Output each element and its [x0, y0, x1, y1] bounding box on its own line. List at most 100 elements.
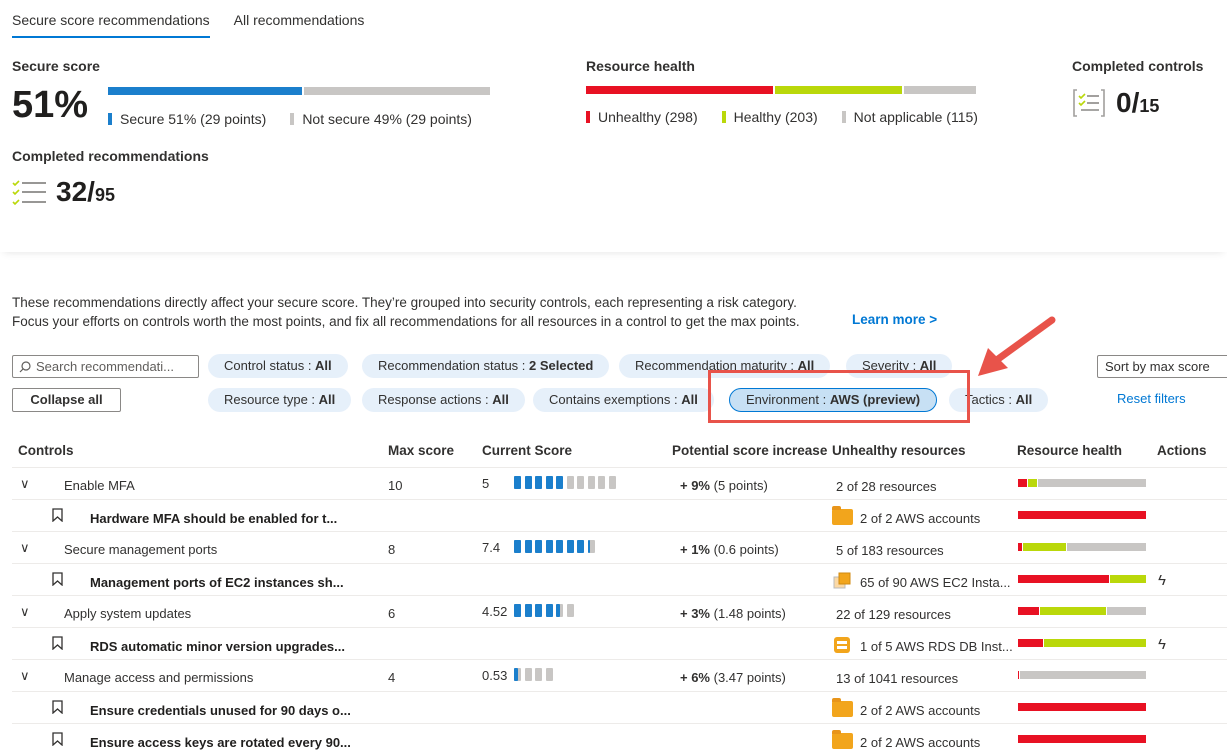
score-segment-fill — [524, 604, 532, 617]
header-divider — [12, 467, 1227, 468]
score-segment-fill — [535, 476, 542, 489]
score-segment-fill — [556, 604, 560, 617]
control-name[interactable]: Apply system updates — [64, 606, 192, 621]
legend-secure: Secure 51% (29 points) — [108, 111, 266, 127]
filter-pill-severity[interactable]: Severity : All — [846, 354, 953, 378]
sort-dropdown[interactable]: Sort by max score — [1097, 355, 1227, 378]
recommendation-name[interactable]: RDS automatic minor version upgrades... — [90, 639, 345, 654]
learn-more-link[interactable]: Learn more > — [852, 312, 938, 327]
completed-controls-value: 0/15 — [1116, 87, 1159, 119]
score-segment-fill — [535, 540, 542, 553]
bookmark-icon — [52, 732, 63, 749]
collapse-all-button[interactable]: Collapse all — [12, 388, 121, 412]
tab-all-recommendations[interactable]: All recommendations — [233, 12, 365, 28]
resource-health-bar — [1018, 735, 1147, 743]
filter-pill-label: Response actions : — [378, 392, 493, 407]
checklist-icon — [1072, 88, 1106, 121]
folder-icon — [832, 730, 853, 749]
score-segment — [514, 668, 521, 681]
col-resource-health[interactable]: Resource health — [1017, 443, 1123, 458]
score-segment — [577, 540, 584, 553]
score-segment-fill — [524, 540, 532, 553]
col-current-score[interactable]: Current Score — [482, 443, 573, 458]
legend-secure-label: Secure 51% (29 points) — [120, 111, 267, 127]
recommendation-name[interactable]: Ensure access keys are rotated every 90.… — [90, 735, 351, 750]
bookmark-icon — [52, 700, 63, 717]
col-max-score[interactable]: Max score — [388, 443, 455, 458]
row-divider — [12, 563, 1227, 564]
not-secure-segment — [303, 87, 490, 95]
resource-health-bar — [1018, 703, 1147, 711]
filter-pill-recommendation-status[interactable]: Recommendation status : 2 Selected — [362, 354, 610, 378]
score-segment — [556, 604, 563, 617]
col-unhealthy-resources[interactable]: Unhealthy resources — [832, 443, 966, 458]
max-score: 6 — [388, 606, 396, 621]
control-name[interactable]: Enable MFA — [64, 478, 135, 493]
filter-pill-label: Recommendation status : — [378, 358, 530, 373]
resource-health-bar — [1018, 607, 1147, 615]
score-segment — [577, 476, 584, 489]
health-segment — [1018, 735, 1146, 743]
health-segment — [1018, 575, 1110, 583]
control-name[interactable]: Secure management ports — [64, 542, 218, 557]
legend-healthy-label: Healthy (203) — [733, 109, 818, 125]
score-segment — [545, 604, 553, 617]
score-segment-fill — [514, 540, 521, 553]
filter-pill-response-actions[interactable]: Response actions : All — [362, 388, 525, 412]
resource-health-bar — [1018, 575, 1147, 583]
potential-points: (1.48 points) — [710, 606, 786, 621]
folder-icon — [832, 698, 853, 717]
score-segment-fill — [556, 476, 563, 489]
legend-unhealthy-label: Unhealthy (298) — [598, 109, 698, 125]
col-potential-increase[interactable]: Potential score increase — [672, 443, 828, 458]
score-segment — [556, 540, 563, 553]
expand-chevron-icon[interactable]: ∨ — [20, 540, 30, 555]
health-segment — [1066, 543, 1146, 551]
quick-fix-icon[interactable]: ϟ — [1158, 572, 1166, 589]
score-segment — [587, 540, 595, 553]
potential-percent: + 1% — [680, 542, 710, 557]
row-divider — [12, 691, 1227, 692]
filter-pill-recommendation-maturity[interactable]: Recommendation maturity : All — [619, 354, 831, 378]
search-input[interactable]: Search recommendati... — [12, 355, 199, 378]
tab-secure-score-recommendations[interactable]: Secure score recommendations — [12, 0, 210, 38]
filter-pill-resource-type[interactable]: Resource type : All — [208, 388, 352, 412]
score-segment-fill — [514, 604, 521, 617]
health-segment — [1018, 703, 1146, 711]
recommendation-name[interactable]: Ensure credentials unused for 90 days o.… — [90, 703, 351, 718]
health-segment — [1027, 479, 1037, 487]
control-name[interactable]: Manage access and permissions — [64, 670, 254, 685]
healthy-segment — [774, 86, 902, 94]
potential-increase: + 3% (1.48 points) — [680, 606, 786, 621]
na-segment — [903, 86, 976, 94]
recommendation-name[interactable]: Hardware MFA should be enabled for t... — [90, 511, 338, 526]
expand-chevron-icon[interactable]: ∨ — [20, 476, 30, 491]
score-segment — [514, 476, 521, 489]
potential-increase: + 1% (0.6 points) — [680, 542, 779, 557]
reset-filters-link[interactable]: Reset filters — [1117, 391, 1186, 406]
filter-pill-environment[interactable]: Environment : AWS (preview) — [729, 388, 938, 412]
expand-chevron-icon[interactable]: ∨ — [20, 668, 30, 683]
recommendation-name[interactable]: Management ports of EC2 instances sh... — [90, 575, 344, 590]
row-divider — [12, 531, 1227, 532]
controls-total: 15 — [1139, 96, 1160, 116]
filter-pill-label: Recommendation maturity : — [635, 358, 798, 373]
bookmark-icon — [52, 572, 63, 589]
filter-pill-tactics[interactable]: Tactics : All — [949, 388, 1049, 412]
filter-pill-contains-exemptions[interactable]: Contains exemptions : All — [533, 388, 714, 412]
max-score: 10 — [388, 478, 403, 493]
legend-not-applicable: Not applicable (115) — [841, 109, 978, 125]
checklist-icon — [12, 178, 48, 211]
completed-recommendations-value: 32/95 — [56, 176, 115, 208]
unhealthy-resources: 1 of 5 AWS RDS DB Inst... — [860, 639, 1013, 654]
expand-chevron-icon[interactable]: ∨ — [20, 604, 30, 619]
col-controls[interactable]: Controls — [18, 443, 74, 458]
unhealthy-resources: 2 of 2 AWS accounts — [860, 511, 981, 526]
potential-percent: + 9% — [680, 478, 710, 493]
quick-fix-icon[interactable]: ϟ — [1158, 636, 1166, 653]
row-divider — [12, 723, 1227, 724]
score-segment-fill — [556, 540, 563, 553]
row-divider — [12, 627, 1227, 628]
filter-pill-control-status[interactable]: Control status : All — [208, 354, 348, 378]
description-line-1: These recommendations directly affect yo… — [12, 295, 797, 310]
